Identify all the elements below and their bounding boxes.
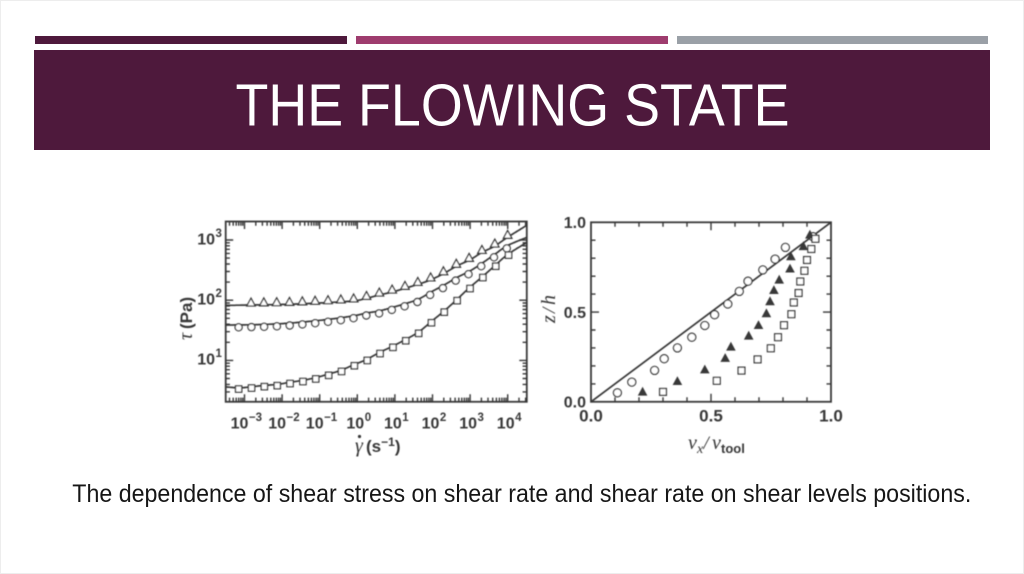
svg-text:10: 10 — [384, 416, 402, 433]
svg-text:1: 1 — [402, 412, 409, 424]
svg-text:10: 10 — [197, 291, 215, 308]
svg-text:10: 10 — [497, 416, 515, 433]
svg-text:/: / — [703, 433, 711, 454]
svg-text:1.0: 1.0 — [819, 407, 843, 426]
svg-text:z: z — [538, 315, 560, 324]
svg-text:x: x — [696, 442, 704, 457]
svg-text:−3: −3 — [249, 412, 262, 424]
svg-text:10: 10 — [231, 416, 249, 433]
svg-text:10: 10 — [306, 416, 324, 433]
svg-text:v: v — [688, 432, 697, 454]
svg-text:10: 10 — [197, 351, 215, 368]
svg-text:−1: −1 — [324, 412, 338, 424]
svg-text:0.0: 0.0 — [564, 395, 586, 412]
svg-text:10: 10 — [422, 416, 440, 433]
svg-text:τ: τ — [175, 332, 197, 340]
svg-text:10: 10 — [346, 416, 364, 433]
svg-text:0: 0 — [365, 412, 371, 424]
svg-text:0.5: 0.5 — [564, 305, 586, 322]
svg-text:/: / — [539, 306, 560, 314]
svg-text:(s−1): (s−1) — [366, 435, 400, 456]
svg-text:10: 10 — [197, 231, 215, 248]
svg-text:(Pa): (Pa) — [177, 297, 196, 329]
svg-text:0.0: 0.0 — [579, 407, 603, 426]
svg-text:−2: −2 — [287, 412, 300, 424]
svg-text:3: 3 — [478, 412, 484, 424]
svg-text:1: 1 — [216, 348, 223, 360]
svg-text:THE FLOWING STATE: THE FLOWING STATE — [236, 72, 790, 139]
svg-text:10: 10 — [459, 416, 477, 433]
svg-text:tool: tool — [721, 441, 745, 456]
svg-text:2: 2 — [440, 412, 446, 424]
svg-text:4: 4 — [515, 412, 522, 424]
svg-text:v: v — [712, 432, 721, 454]
svg-text:h: h — [538, 295, 560, 305]
svg-text:0.5: 0.5 — [699, 407, 723, 426]
svg-text:γ: γ — [355, 435, 364, 457]
svg-text:3: 3 — [216, 228, 222, 240]
svg-text:2: 2 — [216, 288, 222, 300]
svg-text:1.0: 1.0 — [564, 215, 586, 232]
svg-text:The dependence of shear stress: The dependence of shear stress on shear … — [72, 480, 971, 508]
svg-text:10: 10 — [268, 416, 286, 433]
